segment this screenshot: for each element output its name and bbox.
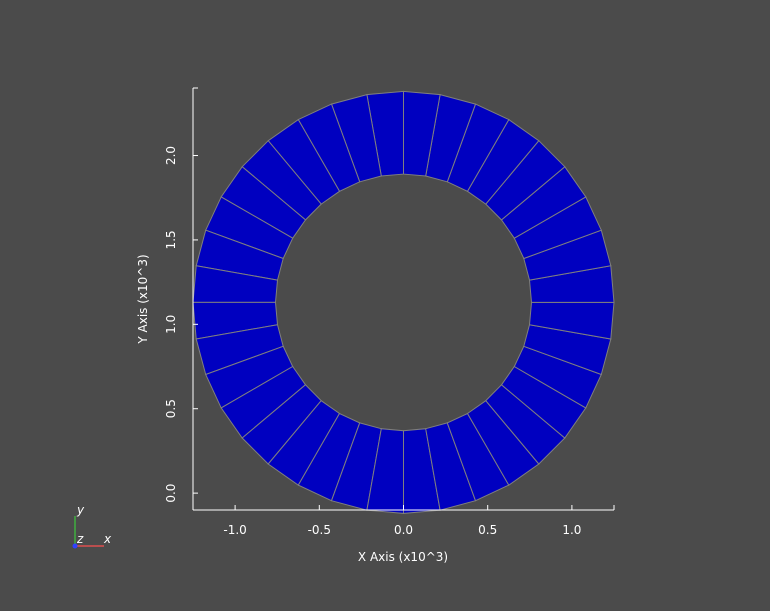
widget-z-label: z <box>76 532 84 546</box>
widget-y-label: y <box>76 503 85 517</box>
ring-segment <box>403 90 441 177</box>
y-tick-label: 1.5 <box>164 230 178 249</box>
orientation-widget: x y z <box>72 503 112 549</box>
x-tick-label: 0.0 <box>394 523 413 537</box>
annulus-mesh <box>192 90 615 514</box>
x-tick-label: 1.0 <box>562 523 581 537</box>
x-tick-label: -1.0 <box>223 523 246 537</box>
y-tick-label: 0.5 <box>164 399 178 418</box>
x-axis: X Axis (x10^3) -1.0 -0.5 0.0 0.5 1.0 <box>193 505 615 564</box>
y-tick-label: 2.0 <box>164 146 178 165</box>
widget-x-label: x <box>103 532 112 546</box>
widget-z-axis <box>72 543 78 549</box>
x-tick-label: 0.5 <box>478 523 497 537</box>
y-axis: Y Axis (x10^3) 0.0 0.5 1.0 1.5 2.0 <box>136 87 198 510</box>
x-tick-label: -0.5 <box>308 523 331 537</box>
y-axis-title: Y Axis (x10^3) <box>136 254 150 344</box>
y-tick-label: 1.0 <box>164 315 178 334</box>
x-axis-title: X Axis (x10^3) <box>358 550 448 564</box>
y-tick-label: 0.0 <box>164 484 178 503</box>
